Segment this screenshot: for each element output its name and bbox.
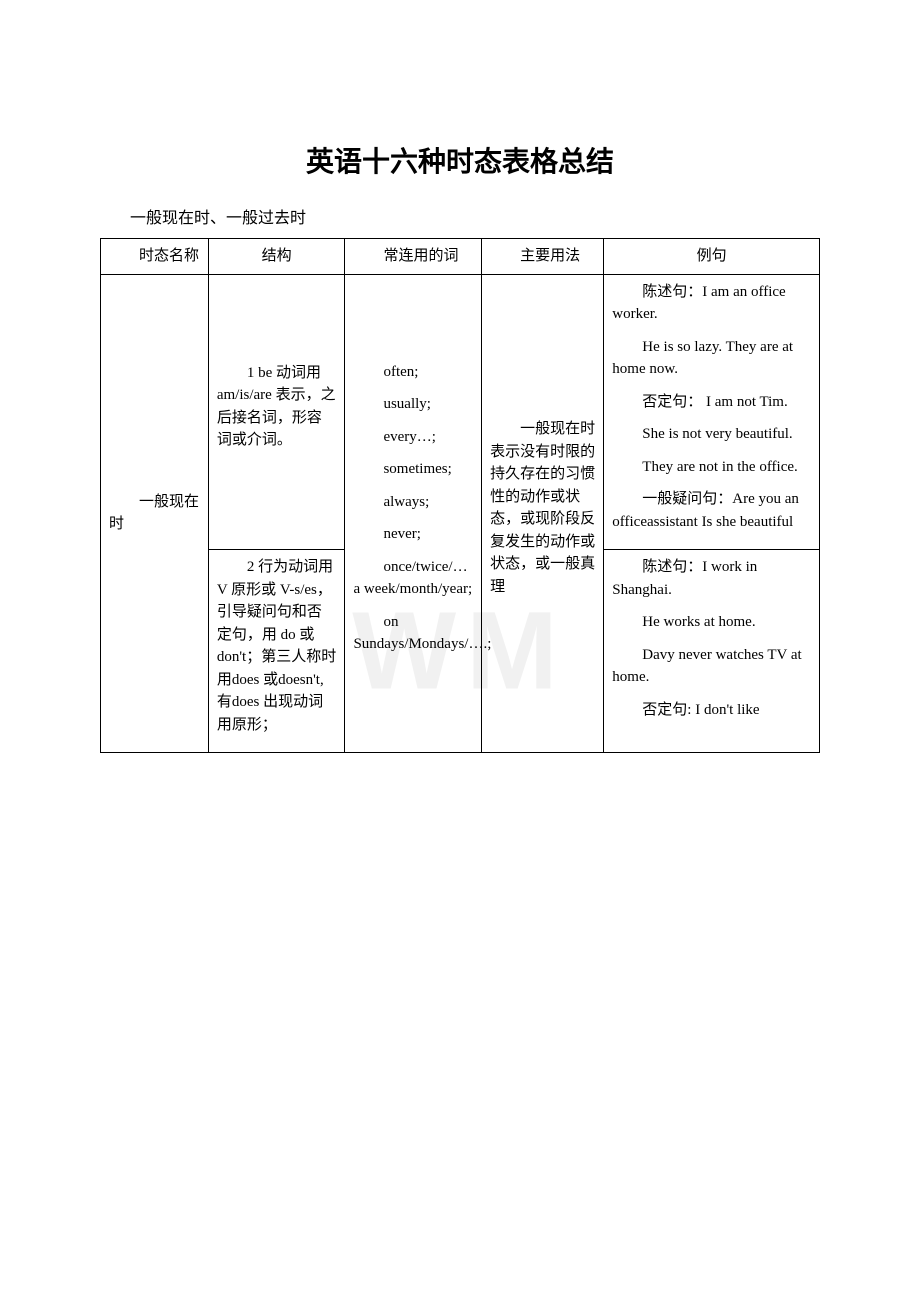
- table-header-row: 时态名称 结构 常连用的词 主要用法 例句: [101, 239, 820, 275]
- document-content: 英语十六种时态表格总结 一般现在时、一般过去时 时态名称 结构 常连用的词 主要…: [100, 140, 820, 753]
- header-examples: 例句: [604, 239, 820, 275]
- cell-examples-2: 陈述句：I work in Shanghai. He works at home…: [604, 550, 820, 753]
- cell-structure-2: 2 行为动词用 V 原形或 V-s/es，引导疑问句和否定句，用 do 或don…: [208, 550, 345, 753]
- table-row: 一般现在时 1 be 动词用am/is/are 表示，之后接名词，形容词或介词。…: [101, 274, 820, 550]
- tense-table: 时态名称 结构 常连用的词 主要用法 例句 一般现在时 1 be 动词用am/i…: [100, 238, 820, 753]
- section-subtitle: 一般现在时、一般过去时: [130, 204, 820, 228]
- cell-tense-name: 一般现在时: [101, 274, 209, 753]
- header-adverbs: 常连用的词: [345, 239, 482, 275]
- cell-adverbs: often; usually; every…; sometimes; alway…: [345, 274, 482, 753]
- cell-structure-1: 1 be 动词用am/is/are 表示，之后接名词，形容词或介词。: [208, 274, 345, 550]
- header-structure: 结构: [208, 239, 345, 275]
- header-tense-name: 时态名称: [101, 239, 209, 275]
- header-usage: 主要用法: [482, 239, 604, 275]
- cell-usage: 一般现在时表示没有时限的持久存在的习惯性的动作或状态，或现阶段反复发生的动作或状…: [482, 274, 604, 753]
- page-title: 英语十六种时态表格总结: [100, 140, 820, 180]
- cell-examples-1: 陈述句：I am an office worker. He is so lazy…: [604, 274, 820, 550]
